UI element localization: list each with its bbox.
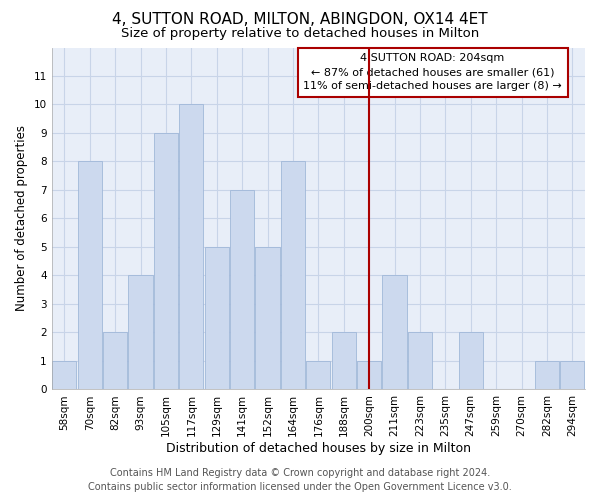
Text: 4, SUTTON ROAD, MILTON, ABINGDON, OX14 4ET: 4, SUTTON ROAD, MILTON, ABINGDON, OX14 4… xyxy=(112,12,488,28)
Bar xyxy=(357,361,381,390)
Bar xyxy=(103,332,127,390)
Text: 4 SUTTON ROAD: 204sqm
← 87% of detached houses are smaller (61)
11% of semi-deta: 4 SUTTON ROAD: 204sqm ← 87% of detached … xyxy=(303,53,562,91)
Bar xyxy=(535,361,559,390)
Y-axis label: Number of detached properties: Number of detached properties xyxy=(15,126,28,312)
Bar xyxy=(154,133,178,390)
Bar xyxy=(230,190,254,390)
Bar xyxy=(77,162,102,390)
Bar xyxy=(306,361,331,390)
Bar xyxy=(458,332,483,390)
Text: Contains HM Land Registry data © Crown copyright and database right 2024.
Contai: Contains HM Land Registry data © Crown c… xyxy=(88,468,512,492)
Bar xyxy=(256,247,280,390)
Bar xyxy=(332,332,356,390)
Bar xyxy=(128,276,152,390)
X-axis label: Distribution of detached houses by size in Milton: Distribution of detached houses by size … xyxy=(166,442,471,455)
Bar xyxy=(52,361,76,390)
Text: Size of property relative to detached houses in Milton: Size of property relative to detached ho… xyxy=(121,28,479,40)
Bar xyxy=(560,361,584,390)
Bar xyxy=(205,247,229,390)
Bar xyxy=(382,276,407,390)
Bar xyxy=(281,162,305,390)
Bar xyxy=(408,332,432,390)
Bar xyxy=(179,104,203,390)
